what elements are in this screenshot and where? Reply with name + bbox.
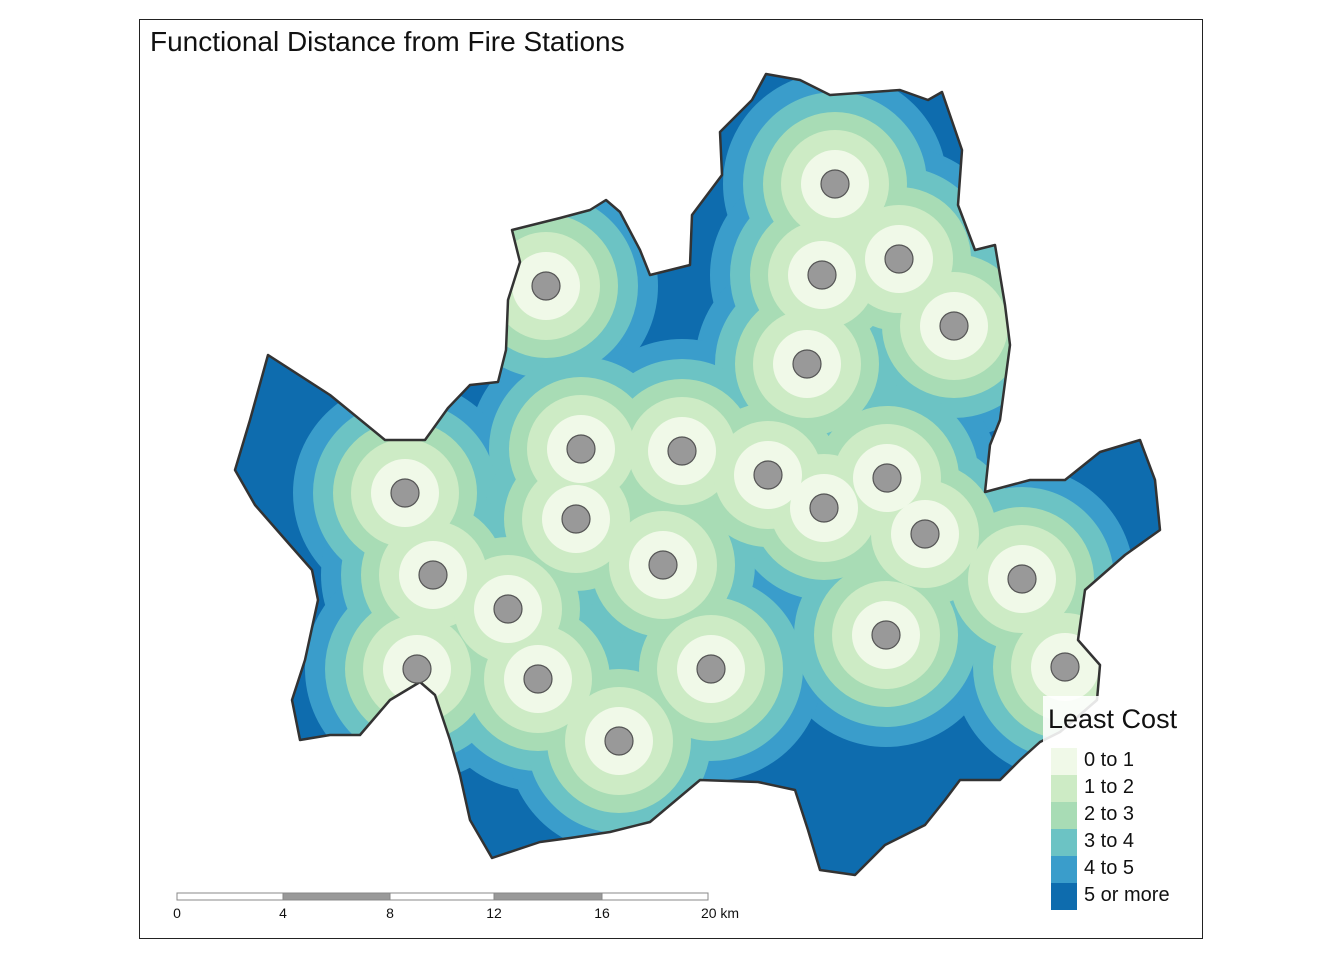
city-boundary [233, 72, 1162, 877]
legend-swatch [1051, 883, 1077, 910]
map-frame [139, 19, 1203, 939]
fire-station-marker [792, 349, 822, 379]
legend-label: 0 to 1 [1084, 749, 1135, 771]
fire-station-marker [604, 726, 634, 756]
fire-station-marker [566, 434, 596, 464]
legend-label: 5 or more [1084, 884, 1170, 906]
scale-label: 16 [594, 905, 610, 921]
fire-station-marker [871, 620, 901, 650]
fire-station-marker [390, 478, 420, 508]
legend-swatch [1051, 775, 1077, 802]
scale-label: 4 [279, 905, 287, 921]
fire-station-marker [561, 504, 591, 534]
legend: Least Cost 0 to 1 1 to 2 2 to 3 3 to 4 4… [1043, 696, 1193, 912]
legend-swatch [1051, 802, 1077, 829]
fire-station-marker [696, 654, 726, 684]
scale-label: 12 [486, 905, 502, 921]
fire-station-marker [667, 436, 697, 466]
fire-station-marker [809, 493, 839, 523]
map-title: Functional Distance from Fire Stations [150, 26, 625, 57]
scale-label: 20 km [700, 905, 740, 921]
fire-station-marker [884, 244, 914, 274]
fire-station-marker [1007, 564, 1037, 594]
fire-station-marker [807, 260, 837, 290]
scale-bar [176, 892, 709, 901]
legend-label: 2 to 3 [1084, 803, 1135, 825]
legend-swatch [1051, 856, 1077, 883]
fire-station-marker [872, 463, 902, 493]
fire-station-marker [523, 664, 553, 694]
legend-label: 4 to 5 [1084, 857, 1135, 879]
scale-label: 8 [386, 905, 394, 921]
legend-swatch [1051, 748, 1077, 775]
legend-swatch [1051, 829, 1077, 856]
fire-station-marker [753, 460, 783, 490]
scale-label: 0 [173, 905, 181, 921]
legend-label: 3 to 4 [1084, 830, 1135, 852]
fire-station-marker [493, 594, 523, 624]
legend-label: 1 to 2 [1084, 776, 1135, 798]
fire-station-marker [1050, 652, 1080, 682]
fire-station-marker [418, 560, 448, 590]
fire-station-marker [402, 654, 432, 684]
fire-station-marker [531, 271, 561, 301]
fire-station-marker [939, 311, 969, 341]
fire-station-marker [820, 169, 850, 199]
legend-title: Least Cost [1048, 704, 1178, 734]
fire-station-marker [910, 519, 940, 549]
fire-station-marker [648, 550, 678, 580]
